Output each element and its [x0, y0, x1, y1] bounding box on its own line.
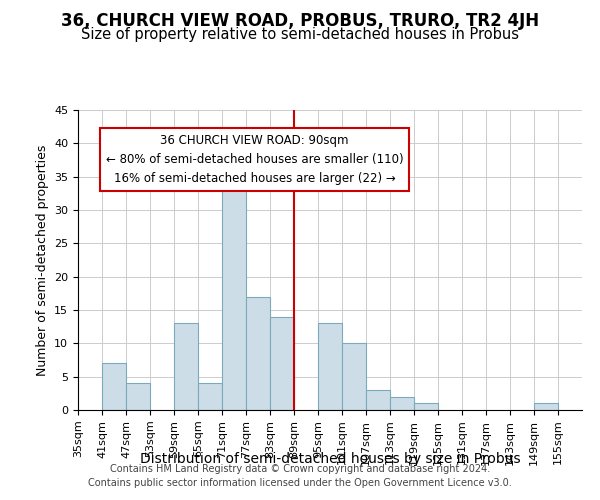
Bar [415, 404, 438, 410]
Bar [198, 384, 222, 410]
Bar [103, 364, 126, 410]
Bar [223, 164, 246, 410]
Text: 36 CHURCH VIEW ROAD: 90sqm
← 80% of semi-detached houses are smaller (110)
16% o: 36 CHURCH VIEW ROAD: 90sqm ← 80% of semi… [106, 134, 403, 185]
Text: Size of property relative to semi-detached houses in Probus: Size of property relative to semi-detach… [81, 28, 519, 42]
Bar [366, 390, 390, 410]
Bar [247, 296, 270, 410]
Bar [342, 344, 366, 410]
Bar [391, 396, 414, 410]
Bar [319, 324, 342, 410]
Text: 36, CHURCH VIEW ROAD, PROBUS, TRURO, TR2 4JH: 36, CHURCH VIEW ROAD, PROBUS, TRURO, TR2… [61, 12, 539, 30]
Bar [127, 384, 150, 410]
Bar [534, 404, 558, 410]
Bar [175, 324, 198, 410]
Text: Distribution of semi-detached houses by size in Probus: Distribution of semi-detached houses by … [140, 452, 520, 466]
Y-axis label: Number of semi-detached properties: Number of semi-detached properties [35, 144, 49, 376]
Text: Contains HM Land Registry data © Crown copyright and database right 2024.
Contai: Contains HM Land Registry data © Crown c… [88, 464, 512, 487]
Bar [271, 316, 294, 410]
